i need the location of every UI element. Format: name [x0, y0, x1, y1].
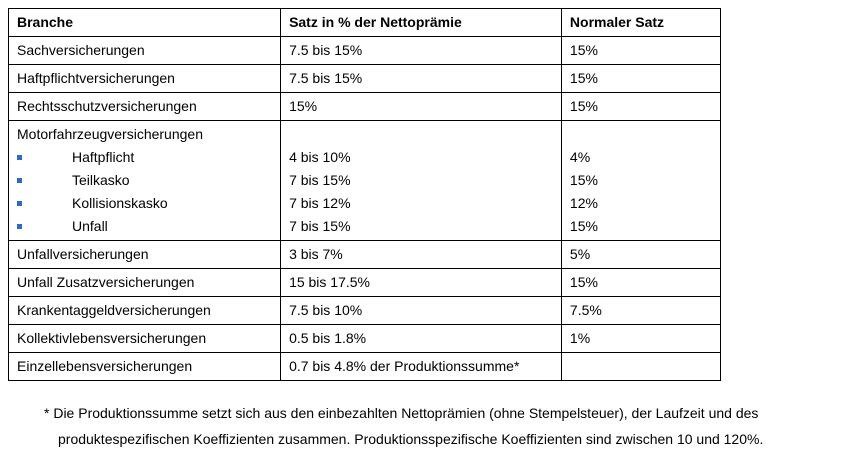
cell-satz: 0.5 bis 1.8% [280, 324, 562, 353]
sub-item-satz: 7 bis 12% [289, 195, 351, 211]
sub-item-satz: 4 bis 10% [289, 149, 351, 165]
header-normaler-satz: Normaler Satz [560, 8, 722, 37]
header-satz: Satz in % der Nettoprämie [280, 8, 562, 37]
cell-normal: 5% [560, 240, 722, 269]
sub-item-label: Kollisionskasko [72, 195, 168, 211]
list-item: Unfall [17, 215, 272, 238]
sub-item-label: Teilkasko [72, 172, 130, 188]
table-row: Kollektivlebensversicherungen 0.5 bis 1.… [7, 324, 722, 353]
cell-branche: Krankentaggeldversicherungen [7, 296, 282, 325]
footnote-line-2: produktespezifischen Koeffizienten zusam… [58, 431, 764, 447]
cell-branche: Kollektivlebensversicherungen [7, 324, 282, 353]
cell-group-normal: 4% 15% 12% 15% [560, 120, 722, 241]
sub-item-normal: 4% [569, 149, 591, 165]
cell-group-branche: Motorfahrzeugversicherungen Haftpflicht … [7, 120, 282, 241]
sub-item-normal: 15% [569, 172, 598, 188]
list-item: Haftpflicht [17, 146, 272, 169]
cell-normal: 15% [560, 36, 722, 65]
sub-item-label: Haftpflicht [72, 149, 135, 165]
cell-normal [560, 352, 722, 381]
sub-item-satz: 7 bis 15% [289, 218, 351, 234]
header-branche: Branche [7, 8, 282, 37]
square-bullet-icon [17, 155, 22, 160]
group-title: Motorfahrzeugversicherungen [17, 126, 203, 142]
cell-group-satz: 4 bis 10% 7 bis 15% 7 bis 12% 7 bis 15% [280, 120, 562, 241]
table-row: Haftpflichtversicherungen 7.5 bis 15% 15… [7, 64, 722, 93]
cell-branche: Sachversicherungen [7, 36, 282, 65]
sub-item-normal: 12% [569, 195, 598, 211]
footnote-line-1: * Die Produktionssumme setzt sich aus de… [44, 405, 759, 421]
table-row: Krankentaggeldversicherungen 7.5 bis 10%… [7, 296, 722, 325]
cell-satz: 7.5 bis 10% [280, 296, 562, 325]
cell-normal: 15% [560, 92, 722, 121]
table-row: Unfall Zusatzversicherungen 15 bis 17.5%… [7, 268, 722, 297]
cell-satz: 3 bis 7% [280, 240, 562, 269]
table-row: Einzellebensversicherungen 0.7 bis 4.8% … [7, 352, 722, 381]
footnote: * Die Produktionssumme setzt sich aus de… [44, 400, 850, 452]
square-bullet-icon [17, 178, 22, 183]
table-row-group: Motorfahrzeugversicherungen Haftpflicht … [7, 120, 722, 241]
cell-normal: 15% [560, 268, 722, 297]
list-item: Kollisionskasko [17, 192, 272, 215]
cell-branche: Unfall Zusatzversicherungen [7, 268, 282, 297]
insurance-rates-table: Branche Satz in % der Nettoprämie Normal… [7, 8, 722, 381]
cell-branche: Rechtsschutzversicherungen [7, 92, 282, 121]
table-row: Unfallversicherungen 3 bis 7% 5% [7, 240, 722, 269]
list-item: Teilkasko [17, 169, 272, 192]
cell-branche: Unfallversicherungen [7, 240, 282, 269]
empty-line [289, 123, 553, 146]
cell-branche: Haftpflichtversicherungen [7, 64, 282, 93]
table-header-row: Branche Satz in % der Nettoprämie Normal… [7, 8, 722, 37]
sub-item-label: Unfall [72, 218, 108, 234]
cell-normal: 15% [560, 64, 722, 93]
sub-item-normal: 15% [569, 218, 598, 234]
cell-normal: 7.5% [560, 296, 722, 325]
cell-satz: 15% [280, 92, 562, 121]
square-bullet-icon [17, 224, 22, 229]
table-row: Sachversicherungen 7.5 bis 15% 15% [7, 36, 722, 65]
cell-branche: Einzellebensversicherungen [7, 352, 282, 381]
square-bullet-icon [17, 201, 22, 206]
cell-satz: 15 bis 17.5% [280, 268, 562, 297]
cell-normal: 1% [560, 324, 722, 353]
cell-satz: 7.5 bis 15% [280, 64, 562, 93]
empty-line [570, 123, 712, 146]
cell-satz: 0.7 bis 4.8% der Produktionssumme* [280, 352, 562, 381]
sub-item-satz: 7 bis 15% [289, 172, 351, 188]
table-row: Rechtsschutzversicherungen 15% 15% [7, 92, 722, 121]
cell-satz: 7.5 bis 15% [280, 36, 562, 65]
